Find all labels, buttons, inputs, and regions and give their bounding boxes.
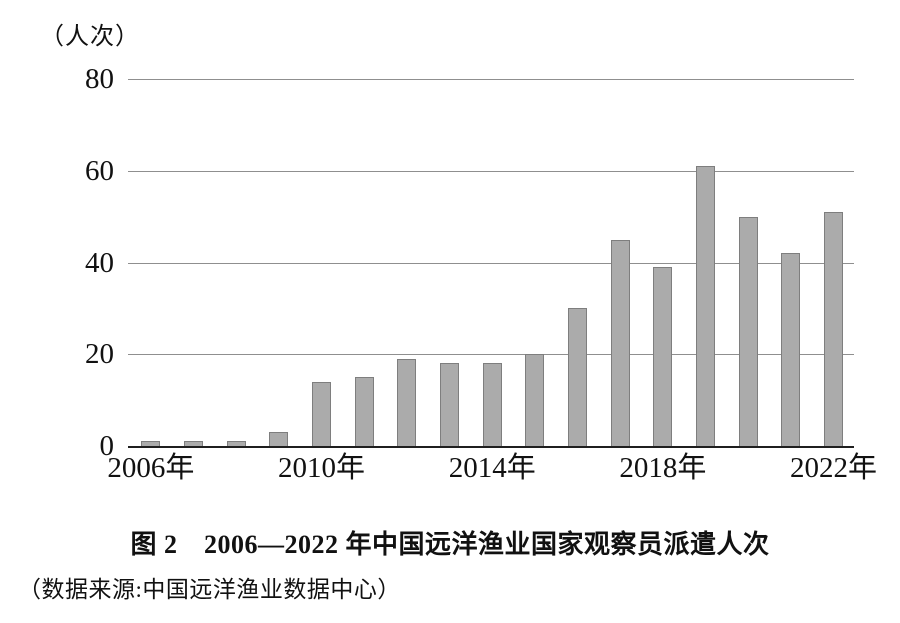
y-axis-tick-label-0: 0 xyxy=(99,430,115,462)
bar-2015 xyxy=(525,354,545,446)
bar-2011 xyxy=(354,377,374,446)
figure-source: （数据来源:中国远洋渔业数据中心） xyxy=(18,577,401,602)
bar-2014 xyxy=(482,363,502,446)
x-axis-tick-label-2006: 2006年 xyxy=(107,452,195,484)
x-axis-tick-label-2014: 2014年 xyxy=(448,452,536,484)
bar-2018 xyxy=(653,267,673,446)
figure-title: 图 2 2006—2022 年中国远洋渔业国家观察员派遣人次 xyxy=(130,530,770,559)
bar-2019 xyxy=(696,166,716,446)
y-axis-tick-label-40: 40 xyxy=(85,246,114,279)
gridline-40 xyxy=(128,262,854,264)
gridline-80 xyxy=(128,79,854,80)
bar-2017 xyxy=(610,239,630,446)
bar-2007 xyxy=(184,441,204,446)
x-axis-tick-label-2022: 2022年 xyxy=(790,452,878,484)
bar-2006 xyxy=(141,441,161,446)
x-axis-tick-label-2010: 2010年 xyxy=(278,452,366,484)
bar-2016 xyxy=(568,308,588,446)
y-axis-tick-label-60: 60 xyxy=(85,154,114,187)
bar-2010 xyxy=(312,381,332,446)
gridline-60 xyxy=(128,170,854,172)
y-axis-tick-label-80: 80 xyxy=(85,63,114,95)
bar-2021 xyxy=(781,253,801,446)
y-axis-unit-label: （人次） xyxy=(40,24,140,50)
gridline-20 xyxy=(128,354,854,356)
bar-2009 xyxy=(269,432,289,446)
plot-area xyxy=(128,79,854,448)
bar-2012 xyxy=(397,358,417,446)
y-axis-tick-label-20: 20 xyxy=(85,338,114,371)
bar-2008 xyxy=(226,441,246,446)
bar-2022 xyxy=(824,212,844,446)
x-axis-tick-label-2018: 2018年 xyxy=(619,452,707,484)
bar-2013 xyxy=(440,363,460,446)
bar-2020 xyxy=(738,216,758,446)
